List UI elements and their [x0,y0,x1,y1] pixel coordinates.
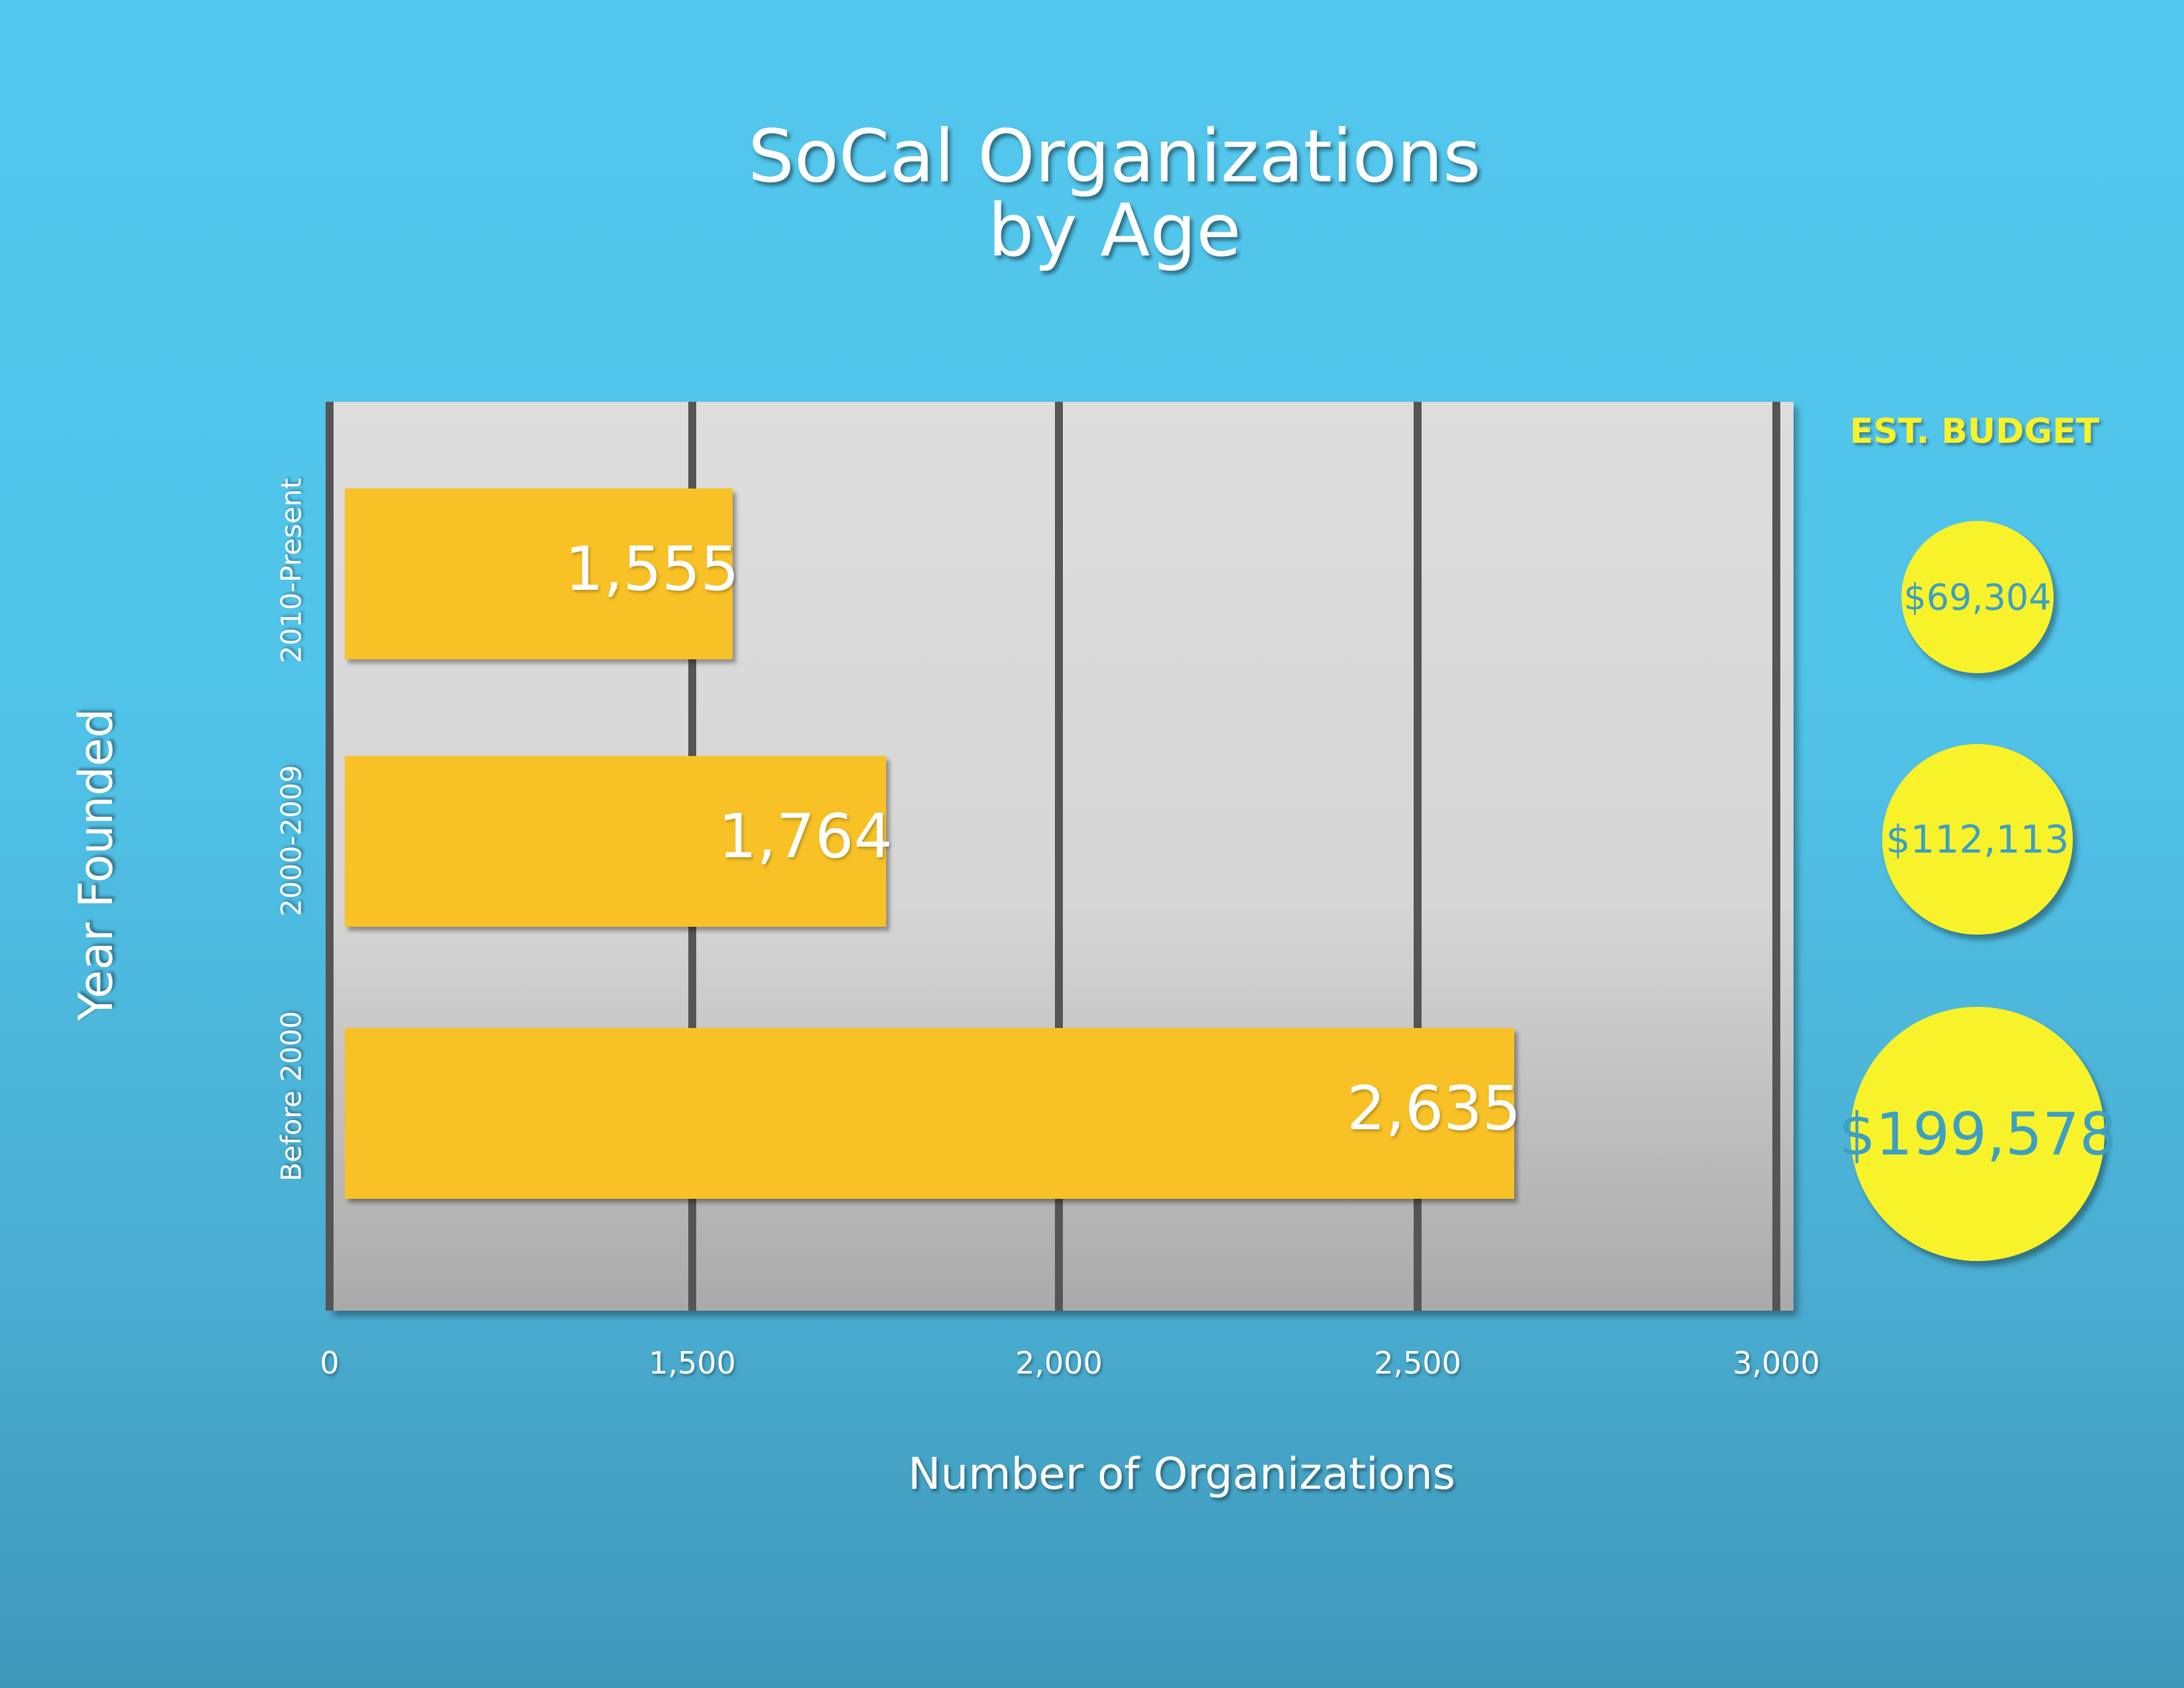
bar-1 [345,756,886,927]
x-tick-label: 3,000 [1733,1345,1820,1381]
y-tick-label: Before 2000 [275,1011,308,1182]
budget-bubble-1: $112,113 [1882,744,2073,935]
bar-value-label: 2,635 [1346,1073,1522,1144]
bar-0 [345,489,733,659]
chart-title-line-2: by Age [987,188,1242,273]
y-tick-label: 2010-Present [275,478,308,663]
x-tick-label: 2,000 [1015,1345,1103,1381]
chart-title-line-1: SoCal Organizations [748,114,1481,199]
chart-title: SoCal Organizations by Age [0,119,2184,267]
y-axis-title: Year Founded [69,708,123,1021]
y-tick-label: 2000-2009 [275,765,308,917]
budget-bubble-label: $69,304 [1903,576,2052,618]
bar-2 [345,1028,1515,1199]
gridline-0 [326,402,334,1311]
budget-header: EST. BUDGET [1850,412,2100,451]
budget-bubble-label: $199,578 [1839,1100,2116,1168]
x-axis-title: Number of Organizations [908,1448,1456,1499]
budget-bubble-0: $69,304 [1901,521,2054,673]
x-tick-label: 2,500 [1374,1345,1461,1381]
bar-value-label: 1,555 [565,534,739,604]
bar-value-label: 1,764 [718,801,893,872]
budget-bubble-label: $112,113 [1886,816,2070,862]
budget-bubble-2: $199,578 [1839,1007,2116,1261]
x-tick-label: 1,500 [649,1345,736,1381]
x-tick-label: 0 [320,1345,340,1381]
gridline-4 [1772,402,1780,1311]
